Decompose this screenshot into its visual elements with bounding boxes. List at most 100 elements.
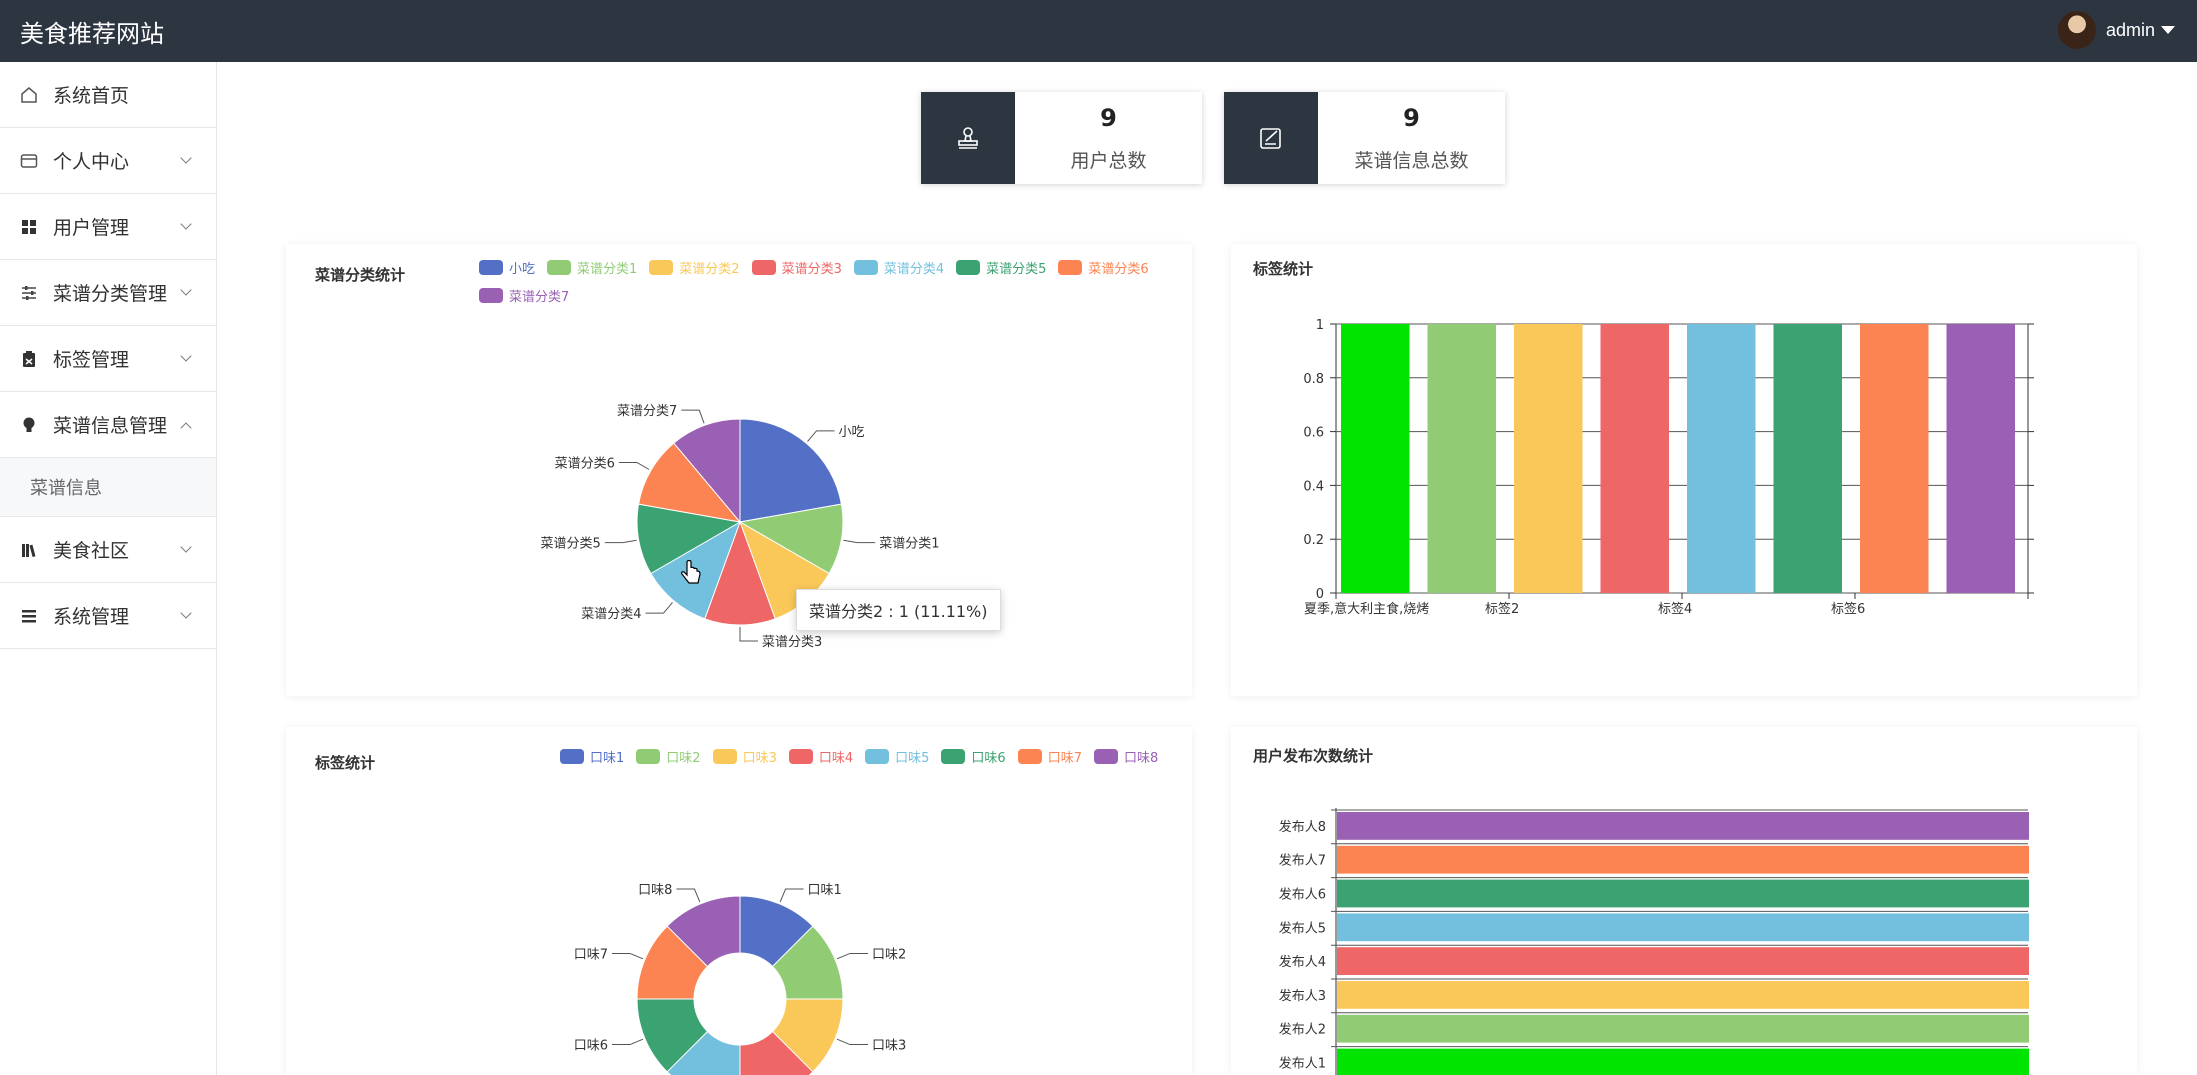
y-tick-label: 发布人1 bbox=[1279, 1056, 1326, 1072]
pie-label-line bbox=[612, 1038, 644, 1046]
pie-slice bbox=[666, 895, 741, 968]
chart-title: 标签统计 bbox=[1253, 260, 1314, 278]
legend-swatch bbox=[479, 259, 503, 275]
pie-label: 菜谱分类4 bbox=[581, 607, 641, 622]
legend-swatch bbox=[865, 748, 890, 764]
chart-title: 用户发布次数统计 bbox=[1253, 747, 1374, 765]
y-tick-label: 0.4 bbox=[1303, 479, 1324, 494]
legend-item[interactable]: 口味4 bbox=[788, 742, 853, 770]
sidebar-item-label: 个人中心 bbox=[53, 151, 130, 173]
legend-label: 菜谱分类4 bbox=[883, 261, 945, 277]
user-menu[interactable]: admin bbox=[2057, 10, 2175, 50]
legend-label: 口味3 bbox=[742, 750, 777, 766]
sidebar-item-recipe-info[interactable]: 菜谱信息管理 bbox=[0, 392, 216, 458]
legend-item[interactable]: 菜谱分类3 bbox=[751, 253, 842, 281]
pie-label-line bbox=[807, 430, 835, 442]
y-tick-label: 0.2 bbox=[1303, 533, 1324, 548]
legend-item[interactable]: 小吃 bbox=[479, 253, 535, 281]
pie-label: 口味8 bbox=[638, 883, 672, 898]
stat-value: 9 bbox=[1403, 104, 1420, 132]
chart-card-publisher: 用户发布次数统计 发布人8 发布人7 发布人6 发布人5 发布人4 发布人3 发布人2 发布人… bbox=[1231, 727, 2137, 1075]
legend-item[interactable]: 口味6 bbox=[941, 742, 1006, 770]
pie-label: 口味6 bbox=[574, 1039, 608, 1054]
edit-icon bbox=[1224, 92, 1318, 184]
legend-item[interactable]: 口味3 bbox=[712, 742, 777, 770]
chart-card-flavor: 标签统计 口味1 口味2 口味3 口味4 口味5 口味6 口味7 口味8 口味1 口味2 口味3 口… bbox=[286, 727, 1192, 1075]
legend-item[interactable]: 口味1 bbox=[560, 742, 624, 770]
y-tick-label: 0.8 bbox=[1303, 372, 1324, 387]
bar bbox=[1337, 845, 2029, 874]
pie-label-line bbox=[739, 627, 758, 642]
legend-item[interactable]: 菜谱分类2 bbox=[649, 253, 740, 281]
bar bbox=[1337, 913, 2029, 942]
stat-value: 9 bbox=[1100, 104, 1117, 132]
legend-label: 菜谱分类2 bbox=[679, 261, 740, 277]
sidebar: 系统首页 个人中心 用户管理 菜谱分类管理 标签管理 菜谱信息管理 bbox=[0, 62, 217, 1075]
x-tick-label: 夏季,意大利主食,烧烤 bbox=[1304, 601, 1429, 617]
pie-label-line bbox=[779, 888, 804, 903]
pie-slice bbox=[738, 503, 844, 575]
bar bbox=[1946, 324, 2015, 593]
y-tick-label: 发布人6 bbox=[1279, 887, 1326, 903]
sidebar-item-community[interactable]: 美食社区 bbox=[0, 517, 216, 583]
bar bbox=[1337, 1048, 2029, 1075]
legend-label: 口味5 bbox=[895, 750, 930, 766]
pie-label-line bbox=[645, 602, 673, 614]
sidebar-subitem-recipe-info[interactable]: 菜谱信息 bbox=[0, 458, 216, 517]
pie-label-line bbox=[836, 1038, 868, 1046]
pie-label: 口味2 bbox=[872, 947, 906, 962]
chart-card-recipe-category: 菜谱分类统计 小吃 菜谱分类1 菜谱分类2 菜谱分类3 菜谱分类4 菜谱分类5 菜谱分类6 菜… bbox=[286, 244, 1192, 696]
legend-item[interactable]: 菜谱分类7 bbox=[479, 281, 569, 309]
legend-swatch bbox=[751, 259, 776, 275]
bar bbox=[1337, 981, 2029, 1009]
sidebar-item-recipe-category[interactable]: 菜谱分类管理 bbox=[0, 260, 216, 326]
sidebar-item-label: 系统首页 bbox=[53, 85, 130, 107]
legend-item[interactable]: 菜谱分类5 bbox=[956, 253, 1046, 281]
legend-swatch bbox=[547, 259, 572, 275]
bar bbox=[1337, 1014, 2029, 1043]
legend-swatch bbox=[941, 748, 966, 764]
sidebar-item-label: 标签管理 bbox=[53, 349, 130, 371]
sidebar-item-label: 系统管理 bbox=[53, 606, 130, 628]
avatar[interactable] bbox=[2057, 11, 2096, 49]
bar bbox=[1600, 324, 1669, 593]
legend-item[interactable]: 口味7 bbox=[1017, 742, 1082, 770]
sidebar-item-label: 美食社区 bbox=[53, 540, 130, 562]
legend-item[interactable]: 菜谱分类1 bbox=[547, 253, 637, 281]
caret-down-icon[interactable] bbox=[2161, 26, 2175, 34]
pie-label: 小吃 bbox=[838, 424, 864, 440]
pie-label-line bbox=[618, 462, 650, 470]
bar bbox=[1514, 324, 1583, 593]
legend-swatch bbox=[636, 748, 661, 764]
sidebar-item-system[interactable]: 系统管理 bbox=[0, 583, 216, 649]
legend-label: 口味1 bbox=[590, 750, 625, 766]
legend-item[interactable]: 菜谱分类6 bbox=[1058, 253, 1149, 281]
site-title: 美食推荐网站 bbox=[20, 20, 164, 48]
x-tick-label: 标签6 bbox=[1831, 601, 1865, 617]
sidebar-item-tags[interactable]: 标签管理 bbox=[0, 326, 216, 392]
legend-item[interactable]: 口味5 bbox=[865, 742, 929, 770]
hbar-chart-publisher: 发布人8 发布人7 发布人6 发布人5 发布人4 发布人3 发布人2 发布人1 bbox=[1279, 808, 2029, 1075]
pie-label: 菜谱分类1 bbox=[879, 537, 939, 552]
y-tick-label: 发布人4 bbox=[1279, 954, 1326, 970]
legend-label: 小吃 bbox=[509, 261, 536, 277]
chart-title: 标签统计 bbox=[315, 754, 376, 772]
bar bbox=[1341, 324, 1410, 593]
username[interactable]: admin bbox=[2105, 19, 2155, 40]
y-tick-label: 1 bbox=[1316, 318, 1324, 333]
sidebar-item-label: 用户管理 bbox=[53, 217, 130, 239]
pie-slice bbox=[673, 418, 741, 524]
legend-swatch bbox=[649, 259, 674, 275]
chevron-down-icon bbox=[180, 152, 192, 164]
legend-item[interactable]: 口味8 bbox=[1093, 742, 1158, 770]
sidebar-item-personal[interactable]: 个人中心 bbox=[0, 128, 216, 194]
bar-chart-tags: 0 0.2 0.4 0.6 0.8 1 夏季,意大利主食,烧烤 标签2 标签4 标签6 bbox=[1303, 318, 2034, 617]
legend-item[interactable]: 口味2 bbox=[636, 742, 701, 770]
pie-label: 口味1 bbox=[808, 883, 842, 898]
sidebar-item-users[interactable]: 用户管理 bbox=[0, 194, 216, 260]
sidebar-item-home[interactable]: 系统首页 bbox=[0, 62, 216, 128]
stat-label: 菜谱信息总数 bbox=[1354, 150, 1469, 172]
top-bar: 美食推荐网站 admin bbox=[0, 0, 2197, 62]
legend-item[interactable]: 菜谱分类4 bbox=[853, 253, 945, 281]
